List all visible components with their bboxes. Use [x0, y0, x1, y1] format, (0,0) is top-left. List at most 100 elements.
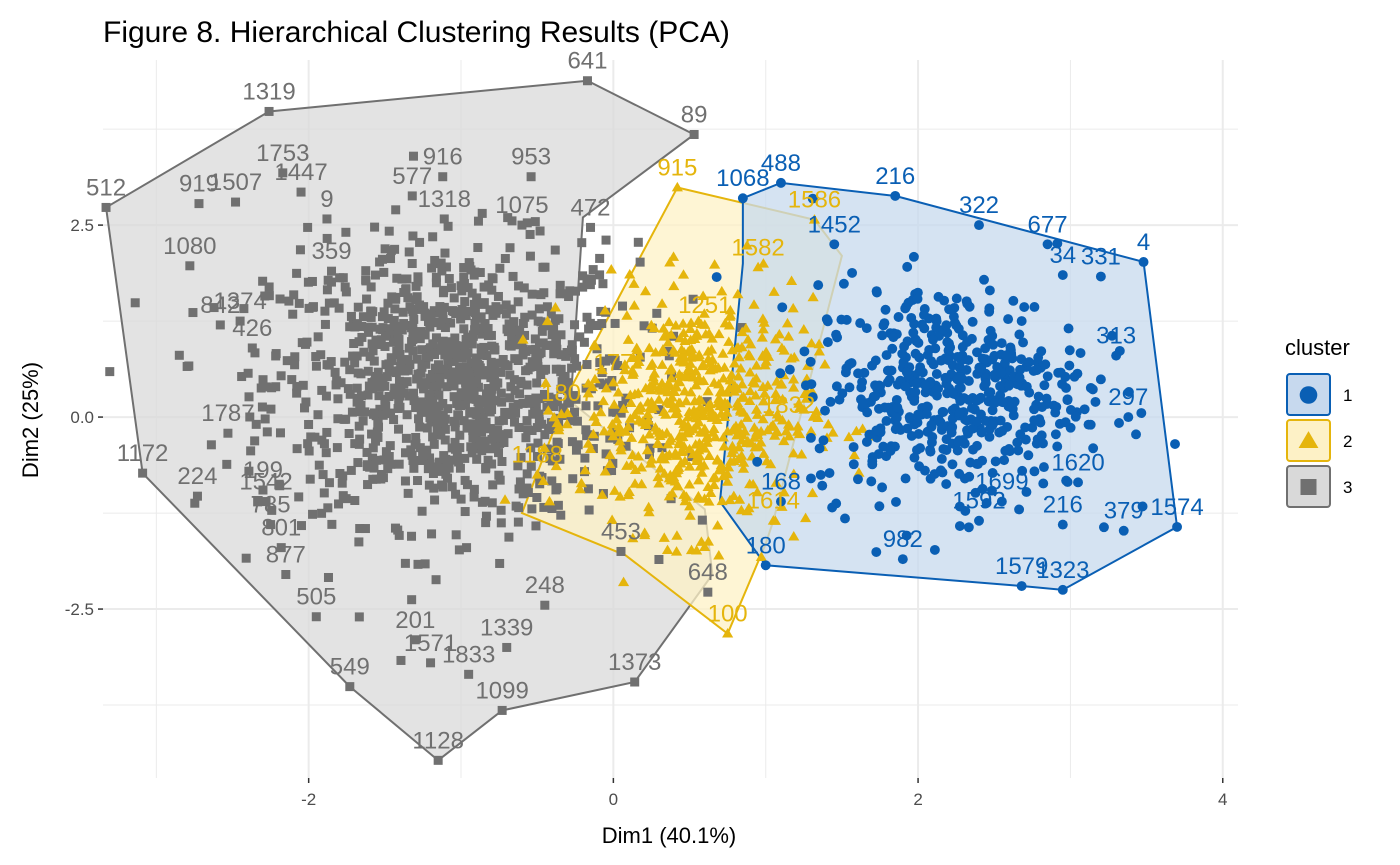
cluster-3-cloud-point: [504, 340, 514, 350]
cluster-2-cloud-point: [716, 495, 728, 506]
cluster-1-cloud-point: [874, 380, 885, 391]
cluster-2-cloud-point: [697, 404, 709, 414]
cluster-3-cloud-point: [510, 417, 520, 427]
cluster-3-cloud-point: [583, 430, 593, 440]
cluster-1-cloud-point: [1014, 372, 1025, 383]
data-points: [101, 76, 1183, 765]
cluster-3-cloud-point: [251, 419, 261, 429]
cluster-3-cloud-point: [477, 329, 487, 339]
cluster-3-cloud-point: [313, 332, 323, 342]
cluster-2-cloud-point: [629, 478, 641, 488]
cluster-1-cloud-point: [965, 457, 976, 468]
cluster-3-cloud-point: [105, 367, 115, 377]
cluster-1-cloud-point: [775, 368, 786, 379]
cluster-3-cloud-point: [463, 283, 473, 293]
cluster-1-cloud-point: [925, 473, 936, 484]
cluster-3-cloud-point: [266, 404, 276, 414]
cluster-3-cloud-point: [527, 289, 537, 299]
cluster-3-cloud-point: [296, 521, 306, 531]
cluster-3-cloud-point: [572, 361, 582, 371]
point-label: 577: [392, 163, 432, 190]
cluster-3-cloud-point: [411, 295, 421, 305]
cluster-3-cloud-point: [374, 391, 384, 401]
cluster-3-cloud-point: [396, 387, 406, 397]
cluster-1-cloud-point: [870, 355, 881, 366]
cluster-2-cloud-point: [709, 259, 721, 269]
cluster-1-cloud-point: [1053, 367, 1064, 378]
cluster-3-cloud-point: [287, 375, 297, 385]
cluster-3-cloud-point: [555, 289, 565, 299]
cluster-3-cloud-point: [430, 350, 440, 360]
cluster-2-cloud-point: [684, 461, 696, 471]
cluster-3-cloud-point: [563, 378, 573, 388]
legend-marker-1: [1299, 386, 1318, 404]
cluster-3-cloud-point: [354, 537, 364, 547]
cluster-3-cloud-point: [582, 360, 592, 370]
point-label: 359: [312, 238, 352, 265]
point-label: 1807: [541, 380, 594, 407]
cluster-3-cloud-point: [381, 331, 391, 341]
cluster-2-cloud-point: [641, 444, 653, 455]
cluster-2-point: [607, 376, 619, 387]
cluster-3-cloud-point: [522, 416, 532, 426]
cluster-1-point: [974, 515, 984, 526]
cluster-2-cloud-point: [735, 504, 747, 515]
cluster-1-cloud-point: [1137, 501, 1148, 512]
point-label: 1323: [1036, 557, 1089, 584]
cluster-3-cloud-point: [541, 340, 551, 350]
cluster-1-cloud-point: [862, 407, 873, 418]
cluster-1-cloud-point: [990, 456, 1001, 467]
cluster-3-cloud-point: [424, 352, 434, 362]
cluster-1-cloud-point: [954, 501, 965, 512]
cluster-2-cloud-point: [604, 458, 616, 469]
cluster-2-cloud-point: [660, 409, 672, 419]
cluster-3-cloud-point: [500, 254, 510, 264]
cluster-3-cloud-point: [621, 441, 631, 451]
cluster-1-cloud-point: [1004, 444, 1014, 454]
cluster-1-cloud-point: [891, 496, 901, 507]
cluster-3-cloud-point: [565, 286, 575, 296]
cluster-3-cloud-point: [443, 404, 453, 414]
cluster-3-cloud-point: [563, 386, 573, 396]
cluster-3-cloud-point: [455, 463, 465, 473]
cluster-1-cloud-point: [1050, 429, 1061, 440]
cluster-1-cloud-point: [1064, 345, 1075, 356]
cluster-3-cloud-point: [292, 444, 302, 454]
legend-marker-3: [1300, 479, 1317, 495]
cluster-3-cloud-point: [454, 457, 464, 467]
cluster-1-cloud-point: [912, 293, 923, 304]
cluster-3-cloud-point: [407, 595, 417, 605]
cluster-2-cloud-point: [664, 435, 676, 445]
cluster-1-cloud-point: [844, 359, 855, 370]
cluster-2-cloud-point: [732, 371, 744, 381]
cluster-3-cloud-point: [384, 392, 394, 402]
cluster-1-cloud-point: [963, 355, 974, 366]
cluster-2-cloud-point: [671, 450, 683, 460]
cluster-3-cloud-point: [584, 505, 594, 515]
cluster-3-cloud-point: [518, 398, 528, 408]
cluster-3-cloud-point: [595, 253, 605, 263]
cluster-3-cloud-point: [391, 205, 401, 215]
cluster-1-cloud-point: [818, 435, 829, 446]
cluster-1-point: [1042, 239, 1053, 250]
cluster-3-point: [261, 497, 271, 507]
cluster-3-cloud-point: [439, 285, 449, 295]
cluster-2-cloud-point: [774, 379, 787, 389]
cluster-3-cloud-point: [534, 304, 544, 314]
cluster-3-cloud-point: [364, 327, 374, 337]
cluster-3-cloud-point: [360, 524, 370, 534]
cluster-3-cloud-point: [451, 489, 461, 499]
cluster-3-cloud-point: [454, 400, 464, 410]
cluster-2-cloud-point: [807, 291, 819, 302]
point-label: 1080: [163, 233, 216, 260]
cluster-1-cloud-point: [1114, 418, 1124, 428]
cluster-3-cloud-point: [428, 432, 438, 442]
cluster-2-cloud-point: [611, 413, 623, 424]
cluster-3-cloud-point: [300, 403, 310, 413]
cluster-3-cloud-point: [544, 321, 554, 331]
cluster-2-cloud-point: [769, 430, 781, 440]
cluster-1-cloud-point: [908, 327, 919, 338]
cluster-2-cloud-point: [738, 391, 750, 402]
cluster-3-point: [185, 261, 195, 271]
